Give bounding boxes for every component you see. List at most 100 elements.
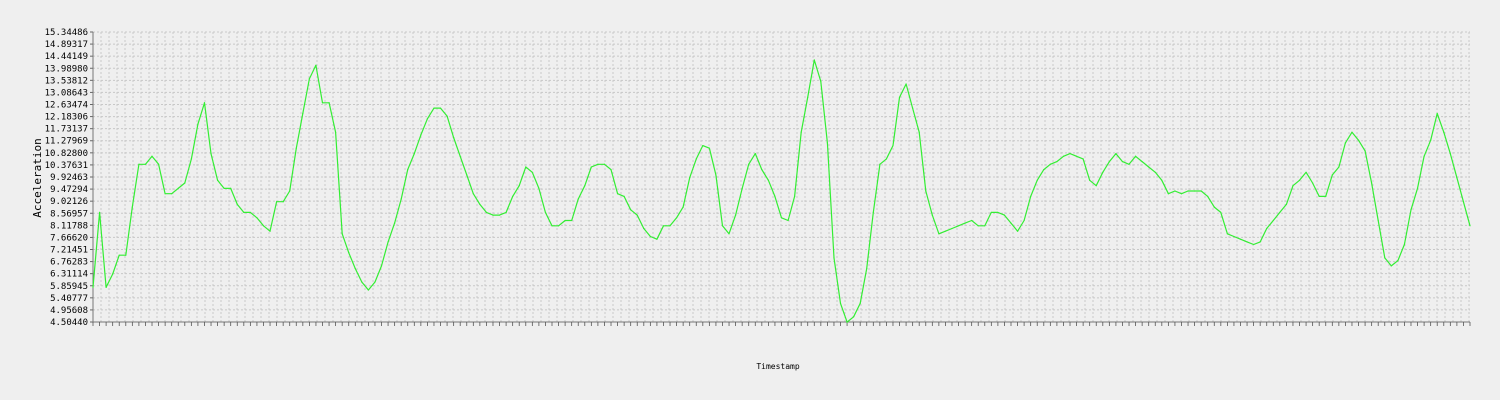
data-point [177,187,179,189]
data-point [492,214,494,216]
y-tick-label: 5.85945 [50,282,88,292]
data-point [387,241,389,243]
data-point [321,102,324,104]
data-point [1102,171,1104,173]
x-tick-marks [92,322,1471,326]
data-point [105,286,107,288]
data-point [774,195,776,197]
data-point [820,80,822,82]
data-point [302,112,304,115]
data-point [918,131,920,133]
data-point [544,211,547,214]
data-point [912,107,914,109]
data-point [348,251,350,254]
data-point [964,222,966,224]
data-point [420,134,422,136]
y-tick-label: 10.37631 [45,161,88,171]
data-point [866,268,868,270]
data-point [754,152,756,155]
data-point [643,227,645,230]
data-point [243,211,245,214]
data-point [551,225,553,227]
data-point [1108,161,1110,163]
data-point [1371,182,1373,184]
data-point [1410,209,1412,211]
data-point [308,78,310,80]
y-tick-label: 4.50440 [50,318,88,328]
data-point [1469,225,1471,227]
data-point [1416,187,1419,189]
data-point [636,214,638,216]
data-point [512,195,514,197]
data-point [649,235,651,238]
data-point [98,211,101,214]
data-point [1141,161,1143,163]
y-axis-title: Acceleration [31,138,44,217]
data-point [1121,161,1124,163]
data-point [689,177,691,179]
data-point [1167,193,1169,195]
data-point [328,102,330,104]
data-point [1351,131,1353,133]
data-point [1010,222,1012,224]
data-point [905,83,907,85]
data-point [721,225,724,227]
data-point [826,142,829,144]
y-tick-label: 5.40777 [50,294,88,304]
data-point [210,152,212,155]
data-point [361,281,363,283]
data-point [1220,211,1222,214]
y-tick-label: 11.27969 [45,137,88,147]
data-point [564,219,566,222]
data-point [1325,195,1327,197]
data-point [439,107,442,109]
data-point [925,190,927,192]
y-tick-label: 7.66620 [50,233,88,243]
data-point [1318,195,1320,197]
data-point [584,185,586,187]
data-point [479,203,481,206]
data-point [1462,201,1465,203]
data-point [1134,155,1137,157]
data-point [951,227,953,230]
data-point [276,201,278,203]
data-point [1194,190,1196,192]
data-point [872,211,874,214]
data-point [853,316,855,318]
data-point [571,219,573,222]
data-point [1095,185,1097,187]
data-point [184,182,186,184]
y-tick-label: 4.95608 [50,306,88,316]
data-point [1253,243,1255,246]
data-point [1062,155,1065,157]
data-point [1456,177,1458,179]
data-point [1016,230,1019,232]
data-point [597,163,599,165]
y-tick-label: 8.11788 [50,221,88,231]
data-point [656,238,658,240]
y-tick-label: 12.63474 [45,101,88,111]
y-tick-label: 15.34486 [45,28,88,38]
y-tick-labels: 4.50440 4.95608 5.40777 5.85945 6.31114 6.762… [45,28,88,328]
data-point [413,152,415,155]
data-point [394,222,396,224]
data-point [216,179,219,181]
data-point [957,225,960,227]
data-point [1049,163,1051,165]
data-point [1364,150,1366,152]
data-point [715,174,717,176]
data-point [459,155,461,157]
data-point [446,115,448,117]
y-tick-label: 9.47294 [50,185,88,195]
data-point [151,155,153,157]
data-point [1148,166,1150,168]
data-point [846,321,848,323]
data-point [144,163,147,165]
data-point [833,257,835,259]
y-tick-label: 12.18306 [45,113,88,123]
data-point [898,96,901,99]
data-point [708,147,710,149]
data-point [289,190,291,192]
